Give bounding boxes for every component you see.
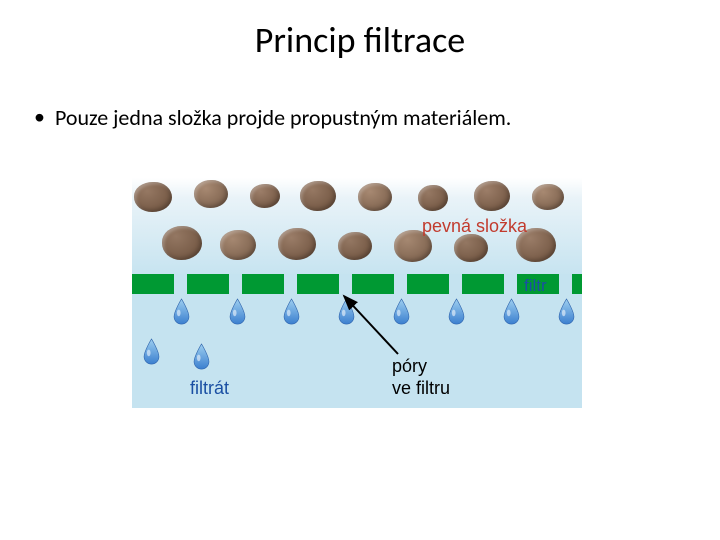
bullet-item: • Pouze jedna složka projde propustným m… bbox=[0, 62, 720, 131]
filter-pore bbox=[174, 274, 187, 294]
label-pory-line2: ve filtru bbox=[392, 378, 450, 399]
filter-segment bbox=[242, 274, 284, 294]
filter-pore bbox=[339, 274, 352, 294]
filter-pore bbox=[284, 274, 297, 294]
filter-segment bbox=[572, 274, 582, 294]
solid-particle bbox=[220, 230, 256, 260]
filter-segment bbox=[352, 274, 394, 294]
label-filtrat: filtrát bbox=[190, 378, 229, 399]
solid-particle bbox=[162, 226, 202, 260]
solid-particle bbox=[358, 183, 392, 211]
solid-particle bbox=[338, 232, 372, 260]
page-title: Princip filtrace bbox=[0, 0, 720, 62]
filtrate-droplet bbox=[142, 338, 161, 366]
solid-particle bbox=[418, 185, 448, 211]
filter-pore bbox=[504, 274, 517, 294]
solid-particle bbox=[278, 228, 316, 260]
filtrate-droplet bbox=[228, 298, 247, 326]
label-pevna-slozka: pevná složka bbox=[422, 216, 527, 237]
filter-pore bbox=[449, 274, 462, 294]
solid-particle bbox=[134, 182, 172, 212]
filtrate-droplet bbox=[282, 298, 301, 326]
filter-segment bbox=[407, 274, 449, 294]
filter-segment bbox=[132, 274, 174, 294]
filtrate-droplet bbox=[392, 298, 411, 326]
filtrate-droplet bbox=[172, 298, 191, 326]
solid-particle bbox=[300, 181, 336, 211]
filtration-diagram: pevná složka filtr filtrát póry ve filtr… bbox=[132, 178, 582, 408]
filter-pore bbox=[559, 274, 572, 294]
bullet-text: Pouze jedna složka projde propustným mat… bbox=[55, 104, 511, 131]
label-pory-line1: póry bbox=[392, 356, 427, 377]
filtrate-droplet bbox=[192, 343, 211, 371]
solid-particle bbox=[250, 184, 280, 208]
filtrate-droplet bbox=[337, 298, 356, 326]
solid-particle bbox=[532, 184, 564, 210]
filter-segment bbox=[462, 274, 504, 294]
solid-particle bbox=[454, 234, 488, 262]
filter-bar bbox=[132, 274, 582, 294]
filter-segment bbox=[297, 274, 339, 294]
solid-particle bbox=[474, 181, 510, 211]
filtrate-droplet bbox=[502, 298, 521, 326]
filter-segment bbox=[187, 274, 229, 294]
filter-pore bbox=[394, 274, 407, 294]
label-filtr: filtr bbox=[524, 276, 547, 296]
filter-pore bbox=[229, 274, 242, 294]
filtrate-droplet bbox=[557, 298, 576, 326]
filtrate-droplet bbox=[447, 298, 466, 326]
solid-particle bbox=[194, 180, 228, 208]
bullet-dot: • bbox=[34, 104, 45, 130]
